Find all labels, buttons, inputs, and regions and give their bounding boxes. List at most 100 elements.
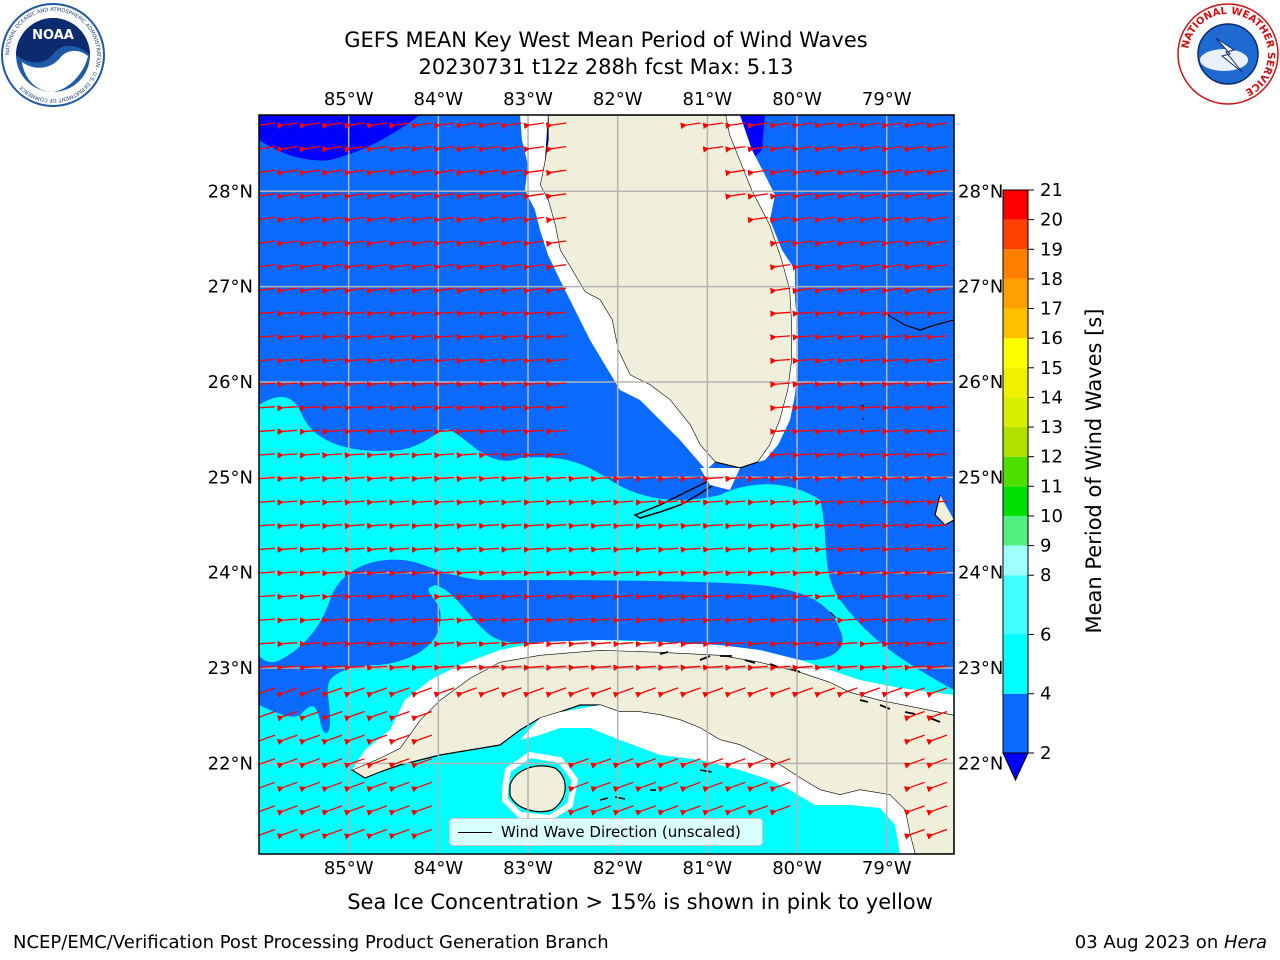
- arrow-619: [904, 664, 925, 671]
- arrow-470: [344, 570, 365, 577]
- arrow-412: [434, 522, 455, 530]
- arrow-23: [881, 122, 903, 130]
- arrow-374: [277, 499, 298, 506]
- arrow-669: [411, 734, 433, 746]
- arrow-13: [545, 122, 567, 130]
- arrow-324: [344, 452, 365, 459]
- arrow-684: [657, 758, 679, 769]
- arrow-146: [299, 263, 320, 271]
- arrow-249: [837, 357, 858, 365]
- arrow-44: [792, 145, 813, 153]
- arrow-46: [837, 145, 858, 153]
- arrow-560: [277, 640, 298, 648]
- arrow-125: [321, 240, 343, 248]
- arrow-348: [389, 475, 410, 483]
- arrow-656: [343, 710, 365, 722]
- arrow-279: [322, 404, 343, 412]
- colorbar-tick-5: 10: [1040, 506, 1063, 527]
- arrow-483: [635, 570, 656, 577]
- arrow-327: [411, 452, 432, 459]
- arrow-280: [344, 404, 365, 412]
- arrow-416: [523, 522, 544, 530]
- arrow-67: [769, 169, 791, 177]
- arrow-413: [456, 522, 477, 530]
- arrow-440: [366, 546, 388, 553]
- arrow-312: [770, 428, 791, 435]
- arrow-11: [501, 122, 522, 130]
- arrow-372: [926, 475, 948, 483]
- arrow-202: [770, 310, 791, 317]
- arrow-488: [747, 570, 768, 577]
- arrow-50: [926, 145, 948, 153]
- lat-label-right-1: 27°N: [958, 277, 1003, 298]
- arrow-99: [259, 216, 276, 224]
- arrow-721: [590, 805, 612, 816]
- arrow-675: [321, 758, 343, 769]
- arrow-296: [904, 404, 925, 412]
- arrow-283: [411, 404, 432, 412]
- arrow-232: [259, 357, 276, 365]
- colorbar-band-7: [1003, 427, 1028, 457]
- arrow-220: [478, 334, 500, 341]
- arrow-407: [322, 522, 343, 530]
- bahamas-grand-bahama: [887, 314, 954, 331]
- arrow-325: [366, 452, 388, 459]
- arrow-59: [433, 169, 455, 177]
- arrow-670: [903, 734, 925, 746]
- arrow-406: [299, 522, 320, 530]
- arrow-365: [770, 475, 791, 483]
- cuba-south-keys: [599, 769, 713, 801]
- arrow-60: [456, 169, 477, 177]
- arrow-692: [259, 781, 276, 793]
- arrow-233: [277, 357, 298, 365]
- footer-left: NCEP/EMC/Verification Post Processing Pr…: [13, 932, 609, 953]
- arrow-113: [747, 216, 768, 224]
- arrow-625: [343, 687, 365, 698]
- arrow-396: [770, 499, 791, 506]
- arrow-438: [322, 546, 343, 553]
- arrow-32: [389, 145, 410, 153]
- arrow-57: [389, 169, 410, 177]
- arrow-697: [366, 781, 388, 793]
- arrow-643: [747, 687, 769, 698]
- arrow-565: [389, 640, 410, 648]
- arrow-263: [456, 381, 477, 388]
- arrow-118: [859, 216, 880, 224]
- arrow-420: [613, 522, 634, 530]
- arrow-211: [277, 334, 298, 341]
- arrow-451: [613, 546, 634, 553]
- arrow-250: [859, 357, 880, 365]
- arrow-654: [299, 710, 321, 722]
- arrow-404: [259, 522, 276, 530]
- arrow-456: [725, 546, 746, 553]
- arrow-308: [478, 428, 500, 435]
- arrow-55: [344, 169, 365, 177]
- arrow-313: [792, 428, 813, 435]
- arrow-145: [277, 263, 298, 271]
- arrow-554: [837, 617, 858, 624]
- arrow-707: [724, 781, 746, 793]
- arrow-161: [837, 263, 858, 271]
- arrow-666: [343, 734, 365, 746]
- arrow-1: [277, 122, 298, 130]
- arrow-297: [926, 404, 948, 412]
- arrow-213: [322, 334, 343, 341]
- arrow-450: [590, 546, 612, 553]
- arrow-295: [882, 404, 903, 412]
- arrow-574: [590, 640, 612, 648]
- arrow-29: [321, 145, 343, 153]
- arrow-614: [792, 664, 813, 671]
- colorbar: 2 4 6 8 9 10 11 12 13 14 15 16 17 18 19 20 21 Mean Perio…: [1002, 180, 1106, 782]
- arrow-287: [501, 404, 522, 412]
- arrow-734: [299, 828, 321, 840]
- arrow-40: [702, 145, 724, 153]
- colorbar-band-9: [1003, 367, 1028, 398]
- arrow-183: [837, 287, 858, 295]
- arrow-62: [501, 169, 522, 177]
- lat-label-right-4: 24°N: [958, 563, 1003, 584]
- arrow-590: [259, 664, 276, 671]
- arrow-294: [859, 404, 880, 412]
- arrow-332: [523, 452, 544, 459]
- arrow-485: [680, 570, 701, 577]
- arrow-281: [366, 404, 388, 412]
